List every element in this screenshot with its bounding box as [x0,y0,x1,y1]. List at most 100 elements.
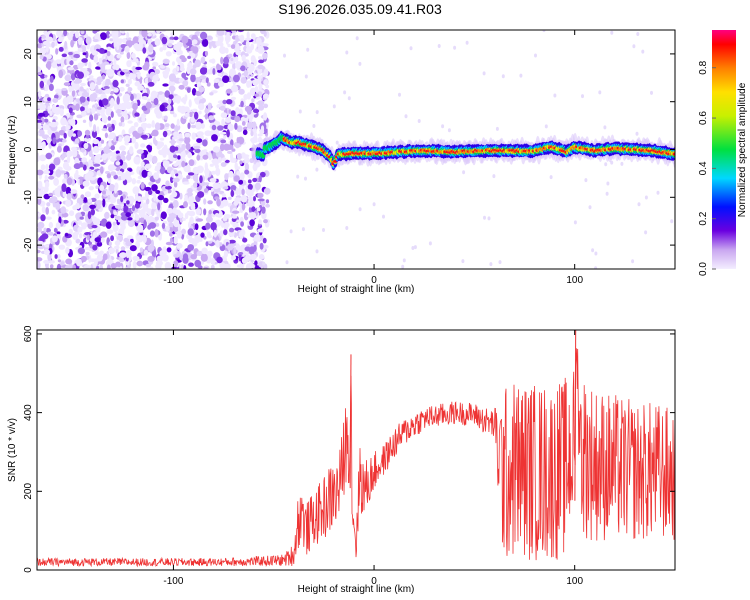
noise-speckle [178,84,185,90]
noise-speckle [156,106,161,111]
noise-speckle [173,36,179,41]
noise-speckle [44,84,49,92]
noise-speckle [135,58,139,63]
noise-speckle [172,113,177,118]
noise-speckle [39,103,47,111]
noise-speckle [39,54,44,60]
noise-speckle [263,79,269,86]
noise-speckle [258,253,265,260]
noise-speckle [126,32,130,39]
noise-speckle [148,44,154,53]
noise-speckle [204,50,209,57]
noise-speckle [225,88,233,94]
sparse-speckle [447,128,451,133]
noise-speckle [178,138,185,142]
noise-speckle [80,45,87,53]
sparse-speckle [594,266,598,269]
noise-speckle [124,45,130,53]
colorbar: 0.0 0.2 0.4 0.6 0.8 Normalized spectral ampl… [698,30,748,276]
sparse-speckle [610,160,614,165]
noise-speckle [140,122,149,128]
noise-speckle [199,75,207,80]
noise-speckle [97,88,103,95]
noise-speckle [235,49,241,56]
noise-speckle [230,96,237,101]
noise-speckle [92,138,100,145]
noise-speckle [64,233,69,237]
noise-speckle [44,174,48,181]
noise-speckle [71,149,78,158]
noise-speckle [116,170,123,176]
noise-speckle [106,264,111,269]
noise-speckle [227,196,232,200]
noise-speckle [147,224,152,230]
noise-speckle [213,121,220,126]
noise-speckle [235,34,240,43]
noise-speckle [228,230,235,237]
noise-speckle [243,212,249,221]
noise-speckle [259,30,266,35]
noise-speckle [245,62,252,68]
noise-speckle [259,129,265,135]
noise-speckle [57,30,62,39]
noise-speckle [112,221,116,226]
noise-speckle [100,139,105,144]
noise-speckle [59,108,64,117]
snr-y-tick-label: 200 [23,483,34,500]
noise-speckle [239,244,247,253]
noise-speckle [191,88,197,96]
noise-speckle [73,53,80,59]
noise-speckle [56,234,61,238]
noise-speckle [50,196,58,203]
noise-speckle [254,182,261,191]
snr-x-ticks: -100 0 100 [163,330,583,587]
noise-speckle [207,212,212,220]
noise-speckle [156,255,164,262]
noise-speckle [215,239,220,248]
noise-speckle [136,179,141,184]
noise-speckle [201,247,208,255]
noise-speckle [220,112,228,119]
noise-speckle [55,222,61,230]
noise-speckle [37,132,40,136]
sparse-speckle [534,53,537,58]
noise-speckle [80,30,85,35]
noise-speckle [132,65,136,74]
spectrogram-ridge [251,129,675,171]
noise-speckle [140,134,148,139]
noise-speckle [129,72,134,80]
noise-speckle [155,111,163,119]
noise-speckle [211,134,218,142]
noise-speckle [114,64,120,71]
noise-speckle [45,126,50,130]
noise-speckle [141,169,148,178]
noise-speckle [254,80,260,83]
noise-speckle [168,222,174,228]
sparse-speckle [358,207,362,212]
noise-speckle [257,192,264,198]
noise-speckle [91,154,95,163]
noise-speckle [54,94,59,99]
noise-speckle [87,211,92,220]
sparse-speckle [584,178,588,183]
noise-speckle [77,71,84,79]
noise-speckle [194,236,200,243]
noise-speckle [184,94,188,102]
sparse-speckle [289,229,293,234]
snr-series-line [37,330,675,568]
noise-speckle [119,102,127,111]
noise-speckle [237,30,244,33]
noise-speckle [47,63,51,70]
noise-speckle [147,255,155,262]
noise-speckle [46,202,51,207]
noise-speckle [220,131,227,135]
noise-speckle [184,194,188,200]
noise-speckle [183,136,191,145]
noise-speckle [187,244,195,251]
sparse-speckle [519,73,523,78]
noise-speckle [165,185,172,190]
noise-speckle [37,221,45,229]
noise-speckle [244,246,251,252]
snr-y-axis-label: SNR (10 * v/v) [7,418,18,482]
noise-speckle [107,116,112,121]
